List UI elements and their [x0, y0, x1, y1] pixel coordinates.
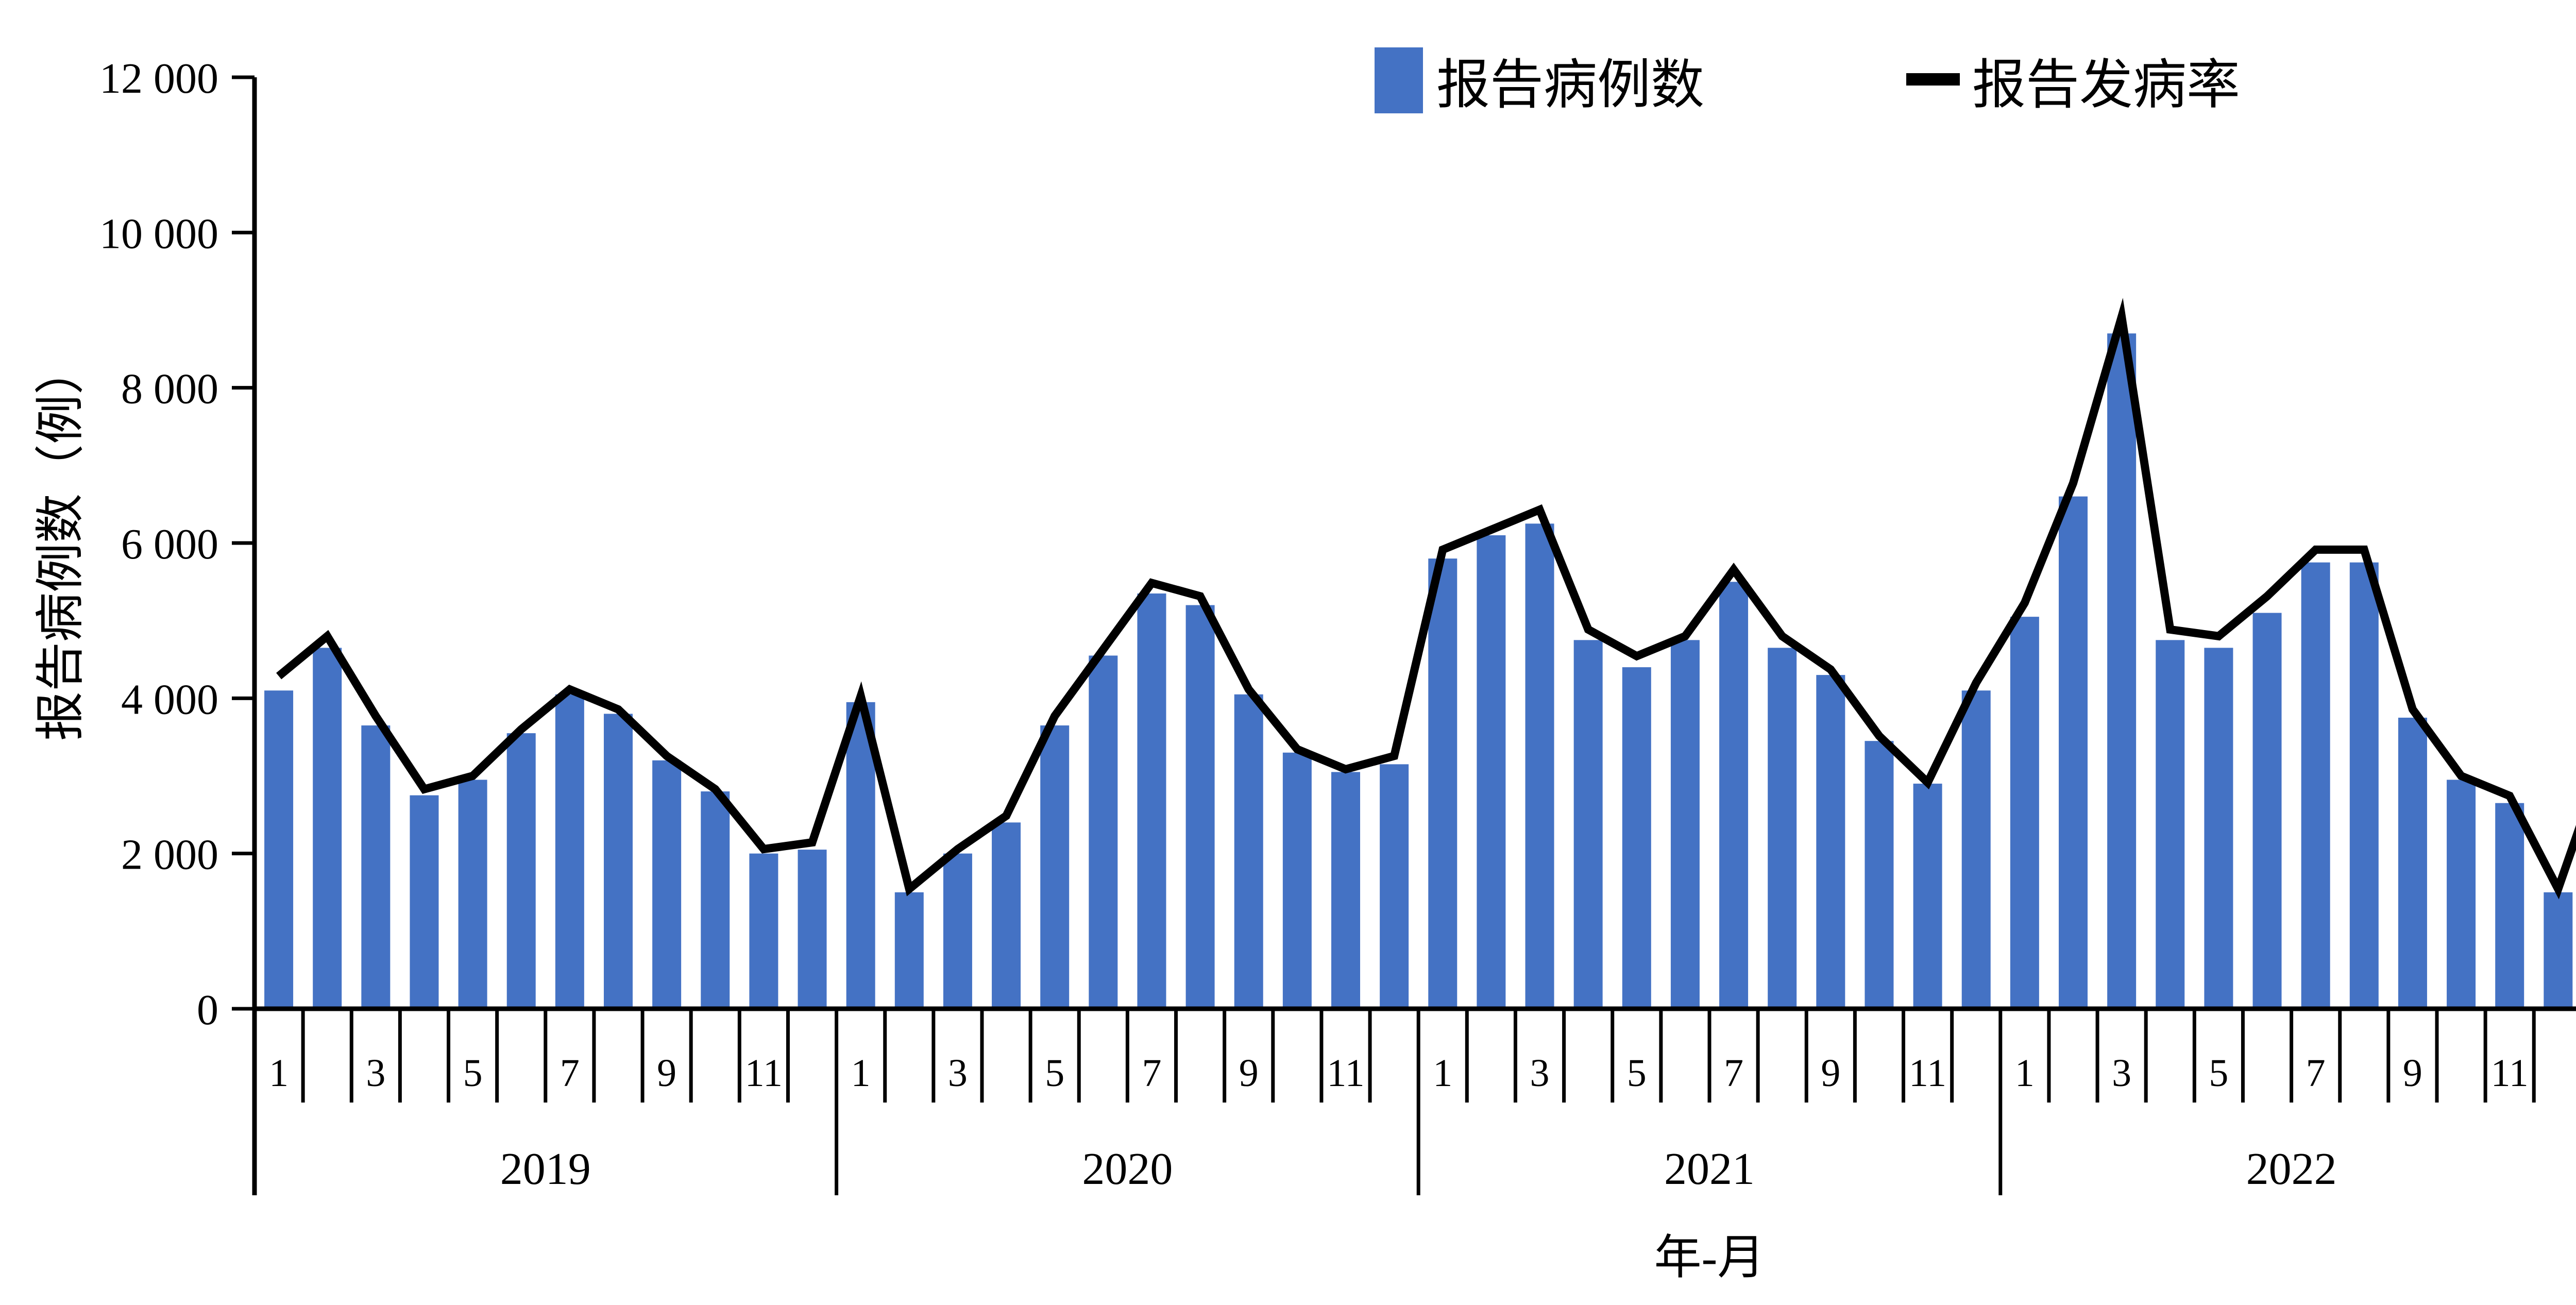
left-tick-label: 10 000 — [99, 210, 218, 258]
cases-bar-2019-02 — [313, 648, 342, 1009]
cases-bar-2022-03 — [2107, 333, 2137, 1009]
x-axis-title: 年-月 — [1654, 1231, 1765, 1284]
month-label: 9 — [1821, 1052, 1840, 1095]
month-label: 5 — [1045, 1052, 1064, 1095]
cases-bar-2019-06 — [506, 733, 536, 1009]
cases-bar-2021-08 — [1768, 648, 1797, 1009]
month-label: 11 — [745, 1052, 783, 1095]
cases-bar-2022-08 — [2349, 562, 2379, 1009]
month-label: 1 — [269, 1052, 289, 1095]
rate-line-series — [276, 298, 2576, 900]
month-label: 9 — [2403, 1052, 2422, 1095]
cases-bar-2019-07 — [555, 694, 584, 1009]
month-label: 1 — [2015, 1052, 2035, 1095]
cases-bar-2021-05 — [1622, 667, 1651, 1009]
year-label: 2021 — [1664, 1144, 1755, 1194]
month-label: 5 — [2209, 1052, 2228, 1095]
cases-bar-2021-06 — [1670, 640, 1700, 1009]
cases-bar-2021-11 — [1913, 784, 1942, 1009]
cases-bar-2021-03 — [1525, 523, 1554, 1009]
cases-bar-2021-04 — [1573, 640, 1603, 1009]
cases-bar-2019-12 — [798, 850, 827, 1009]
cases-bar-2022-10 — [2447, 779, 2476, 1009]
cases-bar-2022-05 — [2204, 648, 2233, 1009]
cases-bars-series — [264, 333, 2573, 1009]
cases-bar-2019-11 — [749, 853, 778, 1009]
legend: 报告病例数 报告发病率 — [1375, 47, 2240, 115]
month-label: 11 — [1327, 1052, 1364, 1095]
cases-bar-2019-03 — [361, 725, 391, 1009]
cases-bar-2022-09 — [2398, 718, 2427, 1009]
cases-bar-2020-05 — [1040, 725, 1070, 1009]
year-label: 2022 — [2246, 1144, 2337, 1194]
rate-line — [276, 298, 2576, 900]
legend-bar-swatch-icon — [1375, 47, 1423, 113]
month-label: 7 — [1724, 1052, 1743, 1095]
month-label: 3 — [2112, 1052, 2131, 1095]
cases-bar-2022-04 — [2156, 640, 2185, 1009]
cases-bar-2021-12 — [1961, 690, 1991, 1009]
month-label: 1 — [1433, 1052, 1452, 1095]
cases-bar-2022-01 — [2010, 617, 2039, 1009]
cases-bar-2020-01 — [846, 702, 875, 1009]
cases-bar-2020-06 — [1089, 655, 1118, 1009]
left-tick-label: 4 000 — [121, 675, 218, 723]
axes-and-ticks — [232, 75, 2576, 1195]
left-tick-label: 0 — [197, 986, 218, 1034]
cases-bar-2020-02 — [894, 892, 924, 1009]
left-tick-label: 12 000 — [99, 55, 218, 103]
month-label: 7 — [1142, 1052, 1161, 1095]
year-label: 2019 — [500, 1144, 591, 1194]
cases-bar-2020-08 — [1185, 605, 1215, 1009]
legend-cases-label: 报告病例数 — [1436, 56, 1704, 115]
cases-bar-2022-07 — [2301, 562, 2330, 1009]
cases-bar-2019-08 — [604, 714, 633, 1009]
cases-bar-2022-02 — [2059, 496, 2088, 1009]
cases-bar-2020-03 — [943, 853, 972, 1009]
year-label: 2020 — [1082, 1144, 1173, 1194]
legend-rate-label: 报告发病率 — [1972, 56, 2240, 115]
month-label: 11 — [1909, 1052, 1946, 1095]
cases-bar-2021-01 — [1428, 558, 1458, 1009]
month-label: 5 — [463, 1052, 483, 1095]
month-label: 9 — [657, 1052, 676, 1095]
month-label: 7 — [2306, 1052, 2326, 1095]
cases-bar-2019-04 — [410, 795, 439, 1009]
month-label: 1 — [851, 1052, 871, 1095]
cases-bar-2020-09 — [1234, 694, 1263, 1009]
cases-bar-2022-06 — [2252, 613, 2282, 1009]
left-tick-label: 6 000 — [121, 520, 218, 568]
cases-bar-2020-07 — [1137, 593, 1166, 1009]
cases-bar-2019-01 — [264, 690, 294, 1009]
month-label: 5 — [1627, 1052, 1647, 1095]
legend-line-swatch-icon — [1906, 73, 1960, 86]
left-tick-label: 2 000 — [121, 831, 218, 879]
month-label: 3 — [366, 1052, 385, 1095]
cases-bar-2020-11 — [1331, 772, 1360, 1009]
left-tick-label: 8 000 — [121, 365, 218, 413]
cases-bar-2022-12 — [2544, 892, 2573, 1009]
cases-bar-2022-11 — [2495, 803, 2524, 1009]
cases-bar-2021-09 — [1816, 675, 1845, 1009]
cases-bar-2021-02 — [1477, 535, 1506, 1009]
cases-bar-2019-05 — [458, 779, 487, 1009]
cases-bar-2019-10 — [701, 791, 730, 1009]
month-label: 9 — [1239, 1052, 1259, 1095]
cases-bar-2020-12 — [1380, 764, 1409, 1009]
month-label: 7 — [560, 1052, 580, 1095]
month-label: 11 — [2491, 1052, 2529, 1095]
cases-bar-2021-10 — [1865, 741, 1894, 1009]
month-label: 3 — [1530, 1052, 1550, 1095]
cases-bar-2019-09 — [652, 760, 682, 1009]
month-label: 3 — [948, 1052, 968, 1095]
cases-bar-2020-10 — [1282, 752, 1312, 1009]
left-axis-title: 报告病例数（例） — [33, 345, 88, 741]
cases-bar-2021-07 — [1719, 582, 1749, 1009]
cases-bar-2020-04 — [992, 822, 1021, 1009]
